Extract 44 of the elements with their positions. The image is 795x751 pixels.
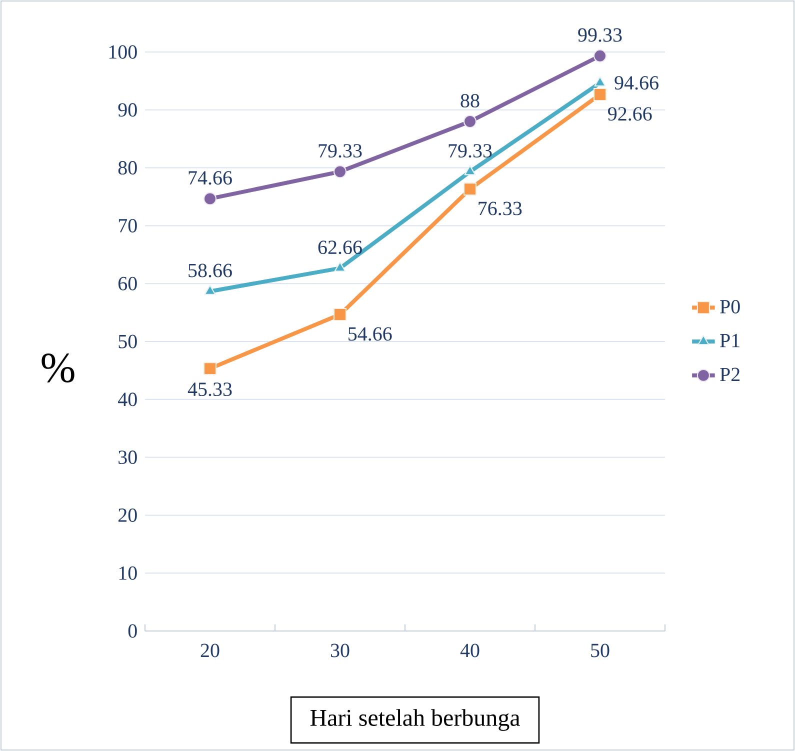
x-tick-label: 30 — [330, 644, 350, 658]
y-tick-label: 100 — [109, 45, 137, 59]
data-label: 74.66 — [188, 171, 232, 185]
data-label: 54.66 — [348, 327, 392, 341]
x-axis-title: Hari setelah berbunga — [310, 709, 520, 731]
data-label: 79.33 — [318, 144, 362, 158]
point — [334, 262, 346, 272]
point — [463, 114, 477, 128]
y-tick-label: 90 — [118, 103, 137, 117]
point — [333, 308, 347, 322]
y-tick-label: 80 — [118, 161, 137, 175]
y-tick-label: 50 — [118, 334, 137, 348]
point — [203, 362, 217, 376]
y-tick-label: 30 — [118, 450, 137, 464]
legend-label: P0 — [720, 300, 740, 314]
y-tick-label: 10 — [119, 566, 137, 580]
data-label: 99.33 — [578, 28, 622, 42]
legend-label: P2 — [720, 368, 740, 382]
data-label: 88 — [460, 94, 480, 108]
legend-label: P1 — [720, 334, 740, 348]
y-tick-label: 0 — [128, 624, 137, 638]
point — [464, 165, 476, 176]
y-tick-label: 70 — [118, 218, 137, 232]
point — [593, 49, 607, 62]
point — [463, 182, 477, 196]
y-axis-title: % — [42, 354, 74, 382]
y-tick-label: 40 — [118, 392, 137, 406]
data-label: 45.33 — [188, 382, 232, 396]
y-tick-label: 20 — [118, 508, 137, 522]
point — [594, 76, 606, 86]
y-tick-label: 60 — [118, 276, 137, 290]
x-tick-label: 40 — [460, 644, 480, 658]
x-tick-label: 20 — [200, 644, 220, 658]
point — [204, 284, 216, 295]
point — [203, 192, 217, 206]
data-label: 79.33 — [448, 144, 492, 158]
point — [593, 88, 607, 102]
data-label: 76.33 — [478, 202, 522, 216]
data-label: 62.66 — [318, 240, 362, 254]
point — [333, 165, 347, 178]
x-tick-label: 50 — [591, 644, 610, 658]
data-label: 92.66 — [608, 107, 652, 121]
data-label: 58.66 — [188, 264, 232, 278]
data-label: 94.66 — [614, 76, 658, 90]
